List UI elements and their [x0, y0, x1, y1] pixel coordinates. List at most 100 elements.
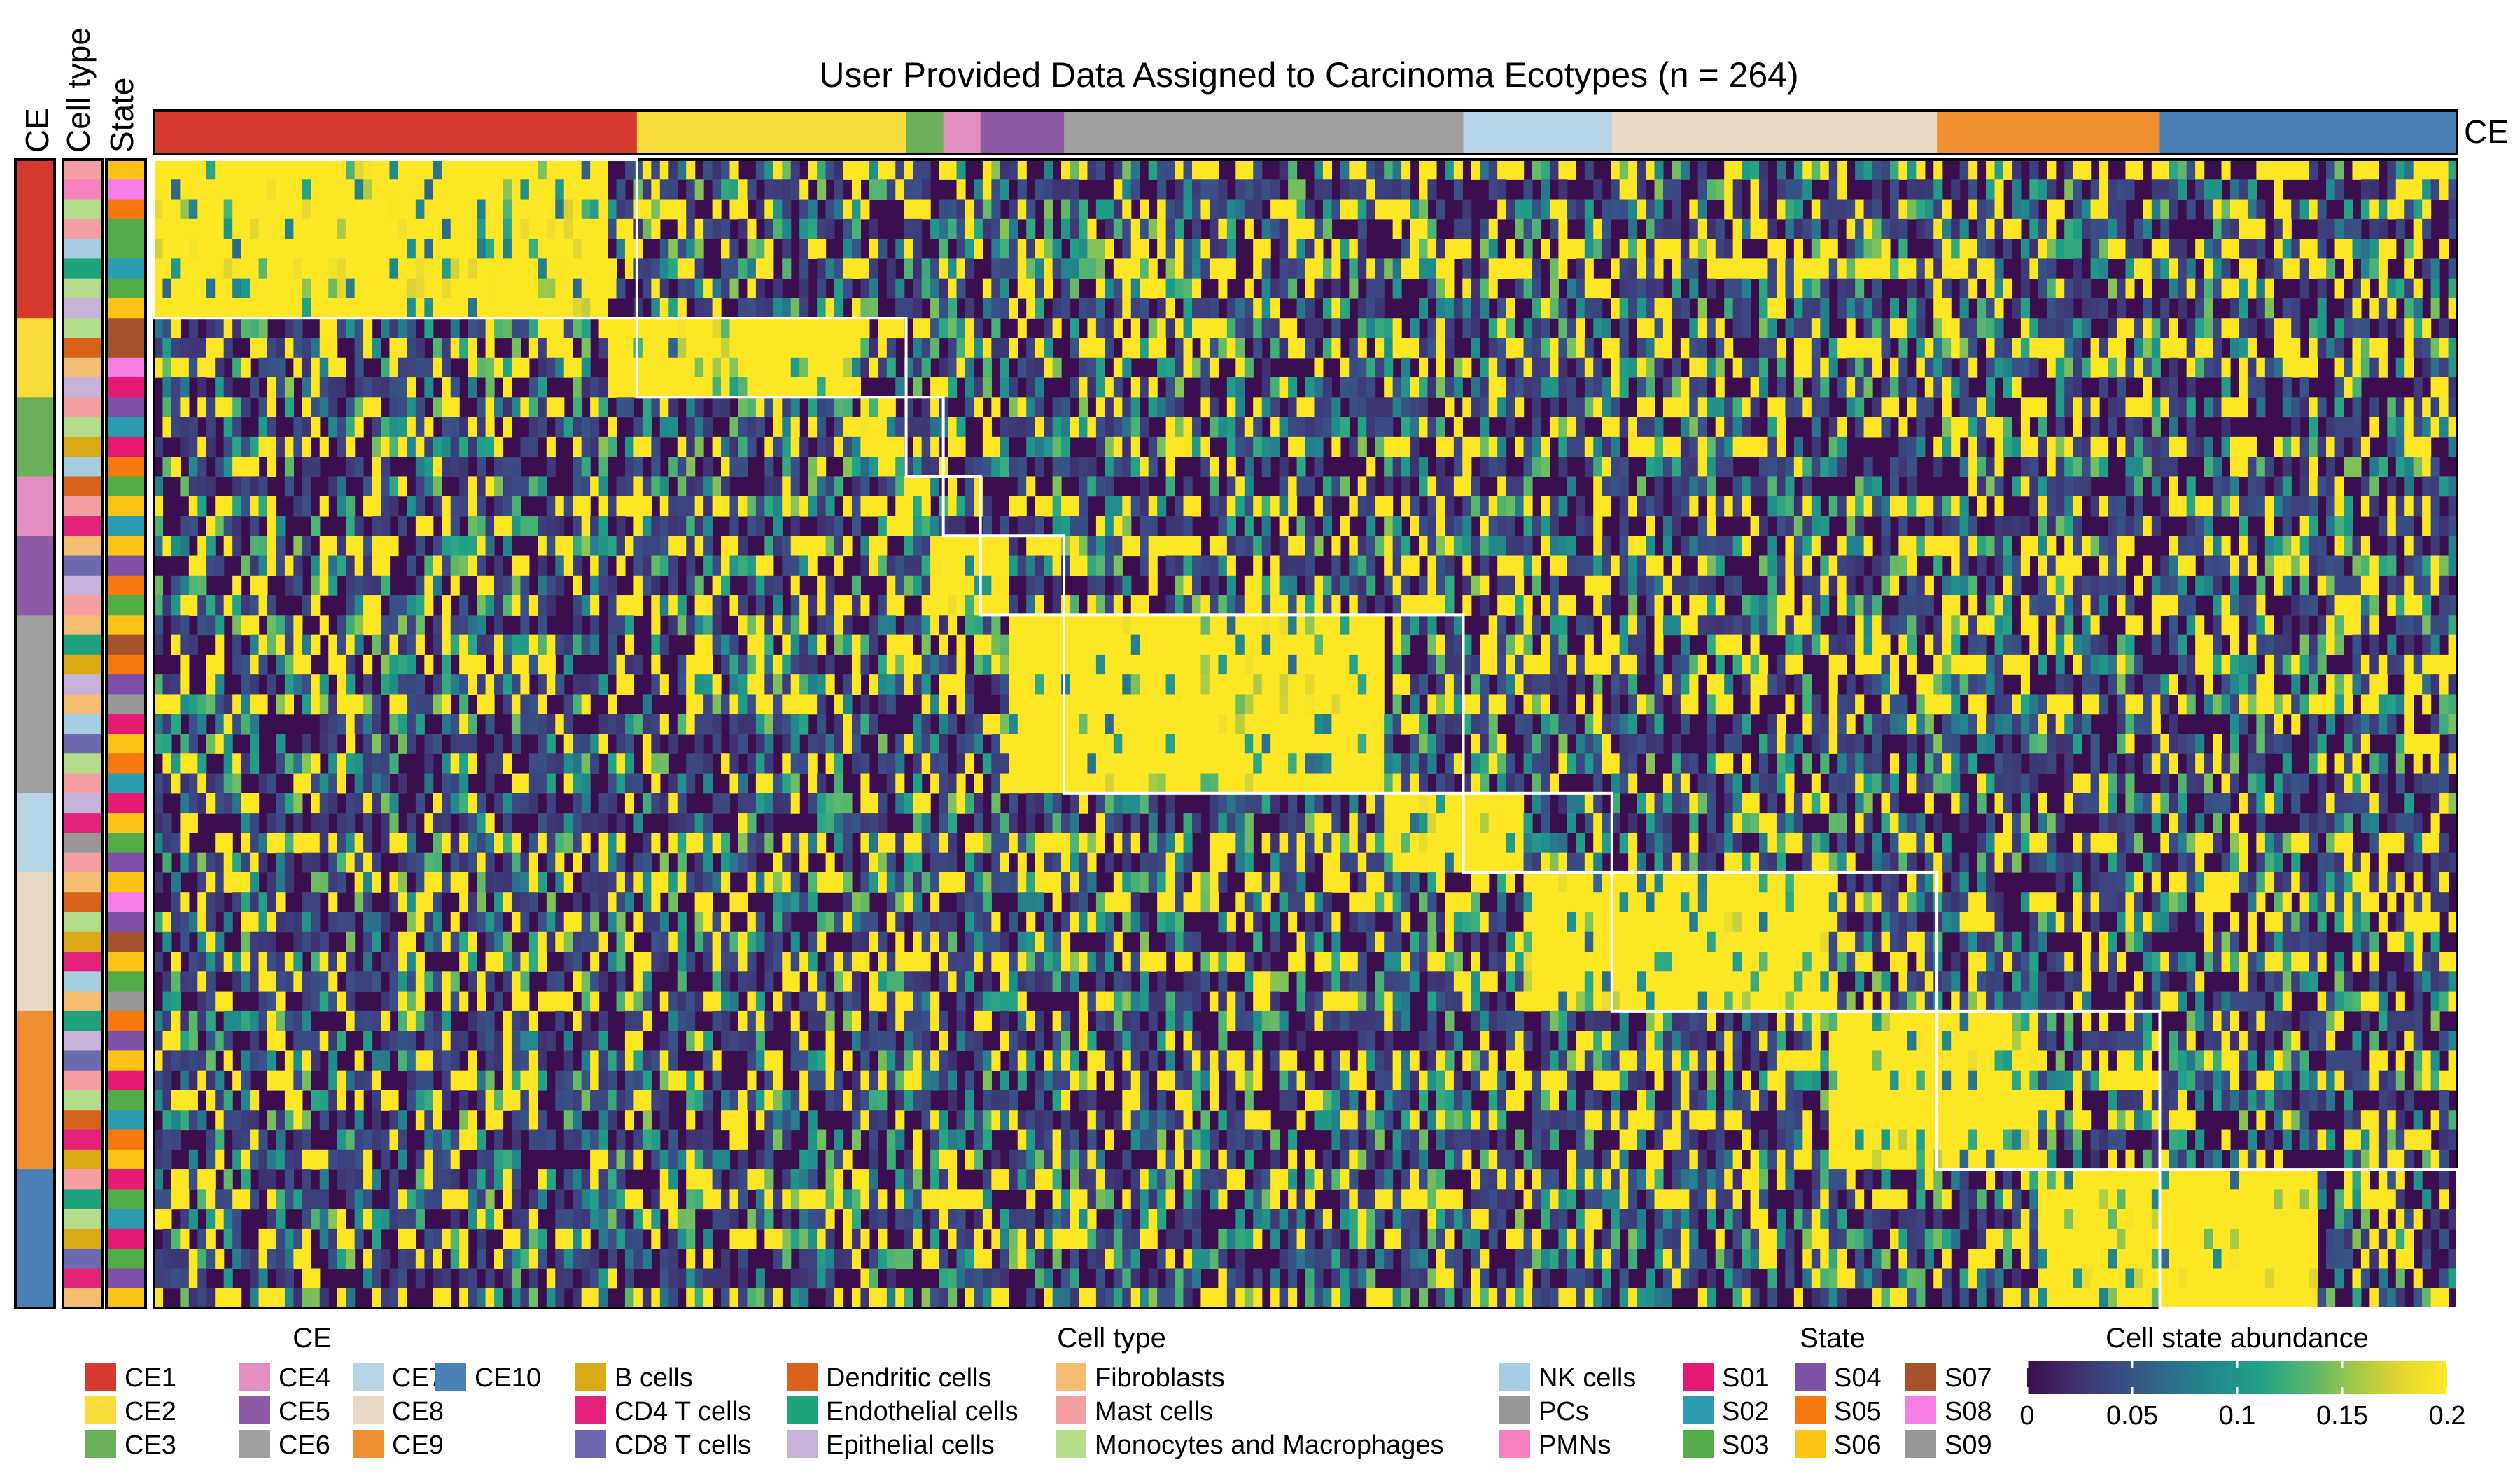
- heatmap-cell: [223, 417, 233, 438]
- heatmap-cell: [1322, 515, 1332, 536]
- heatmap-cell: [1349, 338, 1359, 359]
- heatmap-cell: [982, 338, 992, 359]
- heatmap-cell: [2430, 397, 2440, 418]
- heatmap-cell: [1654, 615, 1664, 636]
- heatmap-cell: [2099, 496, 2109, 517]
- heatmap-cell: [1462, 575, 1472, 596]
- heatmap-cell: [677, 298, 687, 319]
- heatmap-cell: [555, 515, 565, 536]
- heatmap-cell: [1322, 338, 1332, 359]
- heatmap-cell: [2230, 575, 2240, 596]
- heatmap-cell: [590, 239, 600, 259]
- heatmap-cell: [180, 515, 190, 536]
- heatmap-cell: [1576, 555, 1586, 576]
- heatmap-cell: [1288, 179, 1298, 200]
- heatmap-cell: [608, 536, 617, 557]
- heatmap-cell: [1279, 377, 1289, 398]
- heatmap-cell: [1105, 555, 1114, 576]
- heatmap-cell: [433, 338, 442, 359]
- heatmap-cell: [1881, 575, 1891, 596]
- heatmap-cell: [2204, 457, 2213, 478]
- heatmap-cell: [590, 377, 600, 398]
- heatmap-cell: [1837, 377, 1847, 398]
- heatmap-cell: [1742, 595, 1751, 616]
- heatmap-cell: [1802, 496, 1812, 517]
- heatmap-cell: [2178, 555, 2188, 576]
- heatmap-cell: [1244, 218, 1254, 239]
- heatmap-cell: [712, 298, 722, 319]
- heatmap-cell: [1907, 258, 1917, 279]
- heatmap-cell: [755, 595, 765, 616]
- heatmap-cell: [738, 457, 748, 478]
- heatmap-cell: [1593, 595, 1603, 616]
- heatmap-cell: [1532, 575, 1542, 596]
- heatmap-cell: [921, 179, 931, 200]
- heatmap-cell: [782, 179, 792, 200]
- heatmap-cell: [284, 476, 294, 497]
- heatmap-cell: [677, 436, 687, 457]
- heatmap-cell: [2038, 179, 2047, 200]
- heatmap-cell: [581, 476, 591, 497]
- heatmap-cell: [1611, 417, 1620, 438]
- heatmap-cell: [1236, 318, 1245, 339]
- heatmap-cell: [738, 258, 748, 279]
- heatmap-cell: [1392, 338, 1402, 359]
- heatmap-cell: [1279, 515, 1289, 536]
- heatmap-cell: [1096, 258, 1105, 279]
- heatmap-cell: [677, 476, 687, 497]
- heatmap-cell: [319, 298, 329, 319]
- heatmap-cell: [1200, 179, 1210, 200]
- heatmap-cell: [2334, 417, 2344, 438]
- heatmap-cell: [1820, 239, 1830, 259]
- heatmap-cell: [1226, 318, 1236, 339]
- heatmap-cell: [223, 457, 233, 478]
- heatmap-cell: [1977, 634, 1987, 655]
- heatmap-cell: [1742, 615, 1751, 636]
- heatmap-cell: [1515, 357, 1525, 378]
- heatmap-cell: [634, 377, 643, 398]
- heatmap-cell: [1061, 218, 1071, 239]
- heatmap-cell: [1009, 615, 1018, 636]
- heatmap-cell: [2343, 615, 2353, 636]
- heatmap-cell: [276, 654, 286, 675]
- heatmap-cell: [2125, 278, 2135, 299]
- heatmap-cell: [738, 338, 748, 359]
- heatmap-cell: [1349, 595, 1359, 616]
- heatmap-cell: [1078, 555, 1088, 576]
- heatmap-cell: [450, 377, 460, 398]
- heatmap-cell: [1593, 476, 1603, 497]
- heatmap-cell: [477, 595, 486, 616]
- heatmap-cell: [1558, 377, 1568, 398]
- heatmap-cell: [1593, 278, 1603, 299]
- heatmap-cell: [1453, 476, 1463, 497]
- heatmap-cell: [1776, 457, 1786, 478]
- heatmap-cell: [1549, 496, 1559, 517]
- heatmap-cell: [197, 298, 207, 319]
- heatmap-cell: [2055, 595, 2065, 616]
- heatmap-cell: [2116, 199, 2127, 220]
- heatmap-cell: [1602, 476, 1611, 497]
- heatmap-cell: [1698, 555, 1707, 576]
- heatmap-cell: [2047, 199, 2057, 220]
- heatmap-cell: [982, 634, 992, 655]
- heatmap-cell: [1506, 160, 1516, 180]
- heatmap-cell: [1698, 377, 1707, 398]
- heatmap-cell: [1855, 615, 1865, 636]
- heatmap-cell: [485, 575, 495, 596]
- heatmap-cell: [1209, 298, 1219, 319]
- heatmap-cell: [2395, 575, 2405, 596]
- heatmap-cell: [1968, 457, 1978, 478]
- heatmap-cell: [581, 338, 591, 359]
- heatmap-cell: [1672, 595, 1681, 616]
- heatmap-cell: [1340, 575, 1350, 596]
- heatmap-cell: [1078, 496, 1088, 517]
- heatmap-cell: [162, 298, 172, 319]
- heatmap-cell: [1462, 218, 1472, 239]
- heatmap-cell: [2073, 496, 2082, 517]
- heatmap-cell: [1017, 515, 1027, 536]
- heatmap-cell: [2125, 536, 2135, 557]
- heatmap-cell: [2221, 318, 2231, 339]
- heatmap-cell: [1654, 417, 1664, 438]
- heatmap-cell: [223, 397, 233, 418]
- heatmap-cell: [1410, 199, 1420, 220]
